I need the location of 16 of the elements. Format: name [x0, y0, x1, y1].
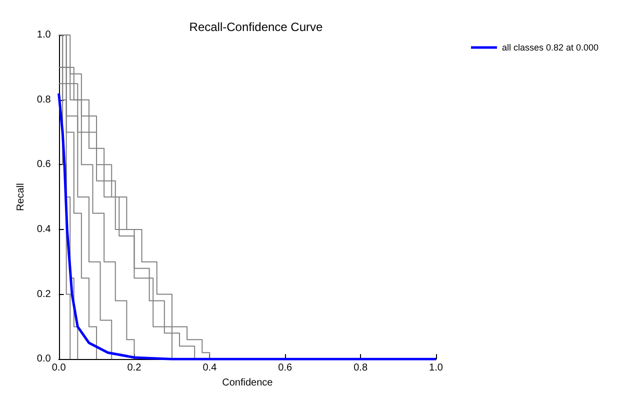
x-tick-label: 0.8	[354, 362, 368, 374]
x-tick-label: 0.4	[202, 362, 218, 374]
y-tick-label: 0.6	[36, 159, 52, 170]
y-tick-label: 1.0	[36, 30, 52, 40]
x-tick-label: 0.2	[127, 362, 142, 374]
chart-title: Recall-Confidence Curve	[189, 20, 324, 34]
y-axis-title: Recall	[16, 183, 26, 211]
x-tick-label: 1.0	[429, 362, 444, 374]
x-axis-title: Confidence	[222, 378, 274, 388]
x-tick-label: 0.0	[52, 362, 66, 374]
legend-label: all classes 0.82 at 0.000	[502, 42, 599, 52]
y-tick-label: 0.0	[36, 354, 52, 365]
x-tick-label: 0.6	[278, 362, 293, 374]
y-tick-label: 0.4	[36, 224, 52, 235]
y-tick-label: 0.2	[36, 288, 52, 300]
y-tick-label: 0.8	[36, 94, 52, 106]
